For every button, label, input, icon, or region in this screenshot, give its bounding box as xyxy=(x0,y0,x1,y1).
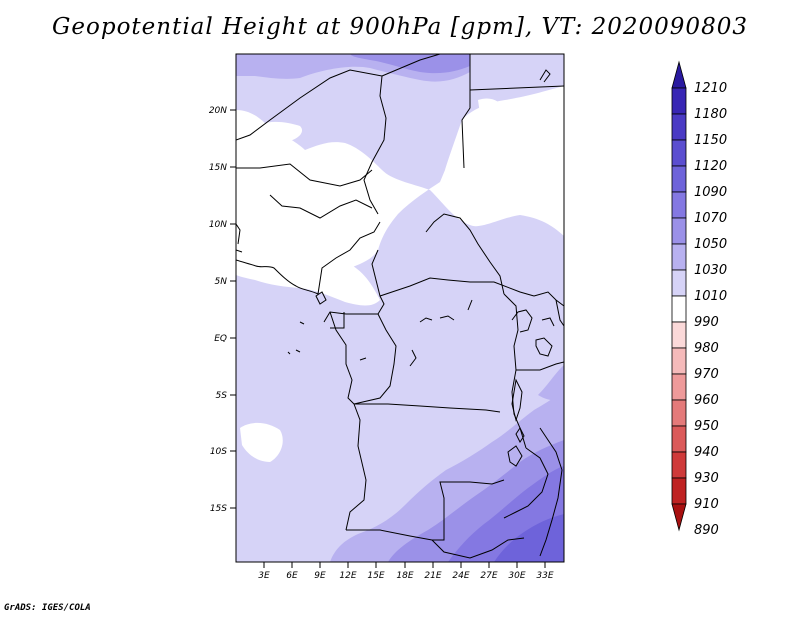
colorbar-cell xyxy=(671,347,687,375)
lat-label-5n: 5N xyxy=(215,277,228,287)
colorbar-level-label: 1090 xyxy=(694,185,727,200)
contour-1090-1120-south xyxy=(494,514,564,562)
colorbar-level-label: 1030 xyxy=(694,263,727,278)
lat-label-eq: EQ xyxy=(214,334,227,344)
colorbar-level-label: 980 xyxy=(694,341,719,356)
colorbar-cell xyxy=(671,217,687,245)
lon-label-21e: 21E xyxy=(424,571,441,581)
contour-990-1010-west xyxy=(236,169,380,306)
lat-label-5s: 5S xyxy=(216,391,228,401)
colorbar-level-label: 890 xyxy=(694,523,719,538)
lon-label-27e: 27E xyxy=(480,571,497,581)
colorbar-level-label: 1120 xyxy=(694,159,727,174)
lon-label-3e: 3E xyxy=(258,571,270,581)
colorbar-cell xyxy=(671,191,687,219)
contour-990-1010-north xyxy=(236,86,564,271)
colorbar-cell xyxy=(671,113,687,141)
lon-label-24e: 24E xyxy=(452,571,469,581)
colorbar-level-label: 910 xyxy=(694,497,719,512)
colorbar-cell xyxy=(671,139,687,167)
colorbar-level-label: 1210 xyxy=(694,81,727,96)
colorbar-level-label: 970 xyxy=(694,367,719,382)
colorbar-cell xyxy=(671,503,687,532)
contour-fill xyxy=(236,54,564,562)
colorbar-cell xyxy=(671,87,687,115)
contour-1050-1070-north xyxy=(350,54,470,74)
colorbar-cell xyxy=(671,165,687,193)
colorbar-level-label: 950 xyxy=(694,419,719,434)
colorbar-cell xyxy=(671,399,687,427)
colorbar-cell xyxy=(671,295,687,323)
contour-990-1010-patch-nw xyxy=(262,121,303,142)
lon-label-30e: 30E xyxy=(508,571,525,581)
lat-label-10n: 10N xyxy=(209,220,227,230)
map-title: Geopotential Height at 900hPa [gpm], VT:… xyxy=(52,14,748,40)
colorbar-cell xyxy=(671,243,687,271)
country-borders xyxy=(236,54,564,559)
colorbar-level-label: 990 xyxy=(694,315,719,330)
lon-label-12e: 12E xyxy=(339,571,356,581)
contour-1030-1050-east xyxy=(538,365,564,401)
colorbar-level-label: 930 xyxy=(694,471,719,486)
lat-ticks: 20N 15N 10N 5N EQ 5S 10S 15S xyxy=(209,106,236,514)
colorbar-level-label: 940 xyxy=(694,445,719,460)
credit-label: GrADS: IGES/COLA xyxy=(4,603,91,613)
colorbar-cell xyxy=(671,425,687,453)
colorbar-cells xyxy=(671,60,687,532)
colorbar-cell xyxy=(671,269,687,297)
lon-label-33e: 33E xyxy=(536,571,553,581)
colorbar-level-label: 1050 xyxy=(694,237,727,252)
lon-ticks: 3E 6E 9E 12E 15E 18E 21E 24E 27E 30E 33E xyxy=(258,562,554,581)
colorbar-cell xyxy=(671,451,687,479)
lon-label-15e: 15E xyxy=(367,571,384,581)
lon-label-9e: 9E xyxy=(314,571,326,581)
colorbar-labels: 1210 1180 1150 1120 1090 1070 1050 1030 1010 990 9… xyxy=(694,81,727,538)
lon-label-6e: 6E xyxy=(286,571,298,581)
contour-990-1010-patch-sw xyxy=(240,422,283,462)
lon-label-18e: 18E xyxy=(396,571,413,581)
contour-990-1010-patch-ne xyxy=(478,98,505,118)
colorbar-level-label: 1070 xyxy=(694,211,727,226)
lat-label-15s: 15S xyxy=(210,504,227,514)
colorbar-level-label: 1010 xyxy=(694,289,727,304)
map-frame xyxy=(235,53,565,563)
lat-label-20n: 20N xyxy=(209,106,227,116)
colorbar-level-label: 1180 xyxy=(694,107,727,122)
colorbar-level-label: 960 xyxy=(694,393,719,408)
colorbar-cell xyxy=(671,60,687,89)
lat-label-15n: 15N xyxy=(209,163,227,173)
colorbar-level-label: 1150 xyxy=(694,133,727,148)
colorbar-cell xyxy=(671,321,687,349)
colorbar-cell xyxy=(671,373,687,401)
colorbar-cell xyxy=(671,477,687,505)
lat-label-10s: 10S xyxy=(210,447,227,457)
